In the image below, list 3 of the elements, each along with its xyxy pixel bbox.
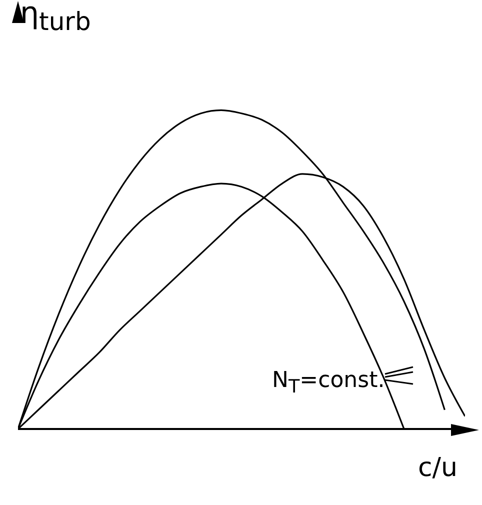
annotation: N$_{T}$=const. [272,368,385,400]
x-axis-title: c/u [418,452,458,484]
y-axis-title: η$_{turb}$ [20,0,91,38]
